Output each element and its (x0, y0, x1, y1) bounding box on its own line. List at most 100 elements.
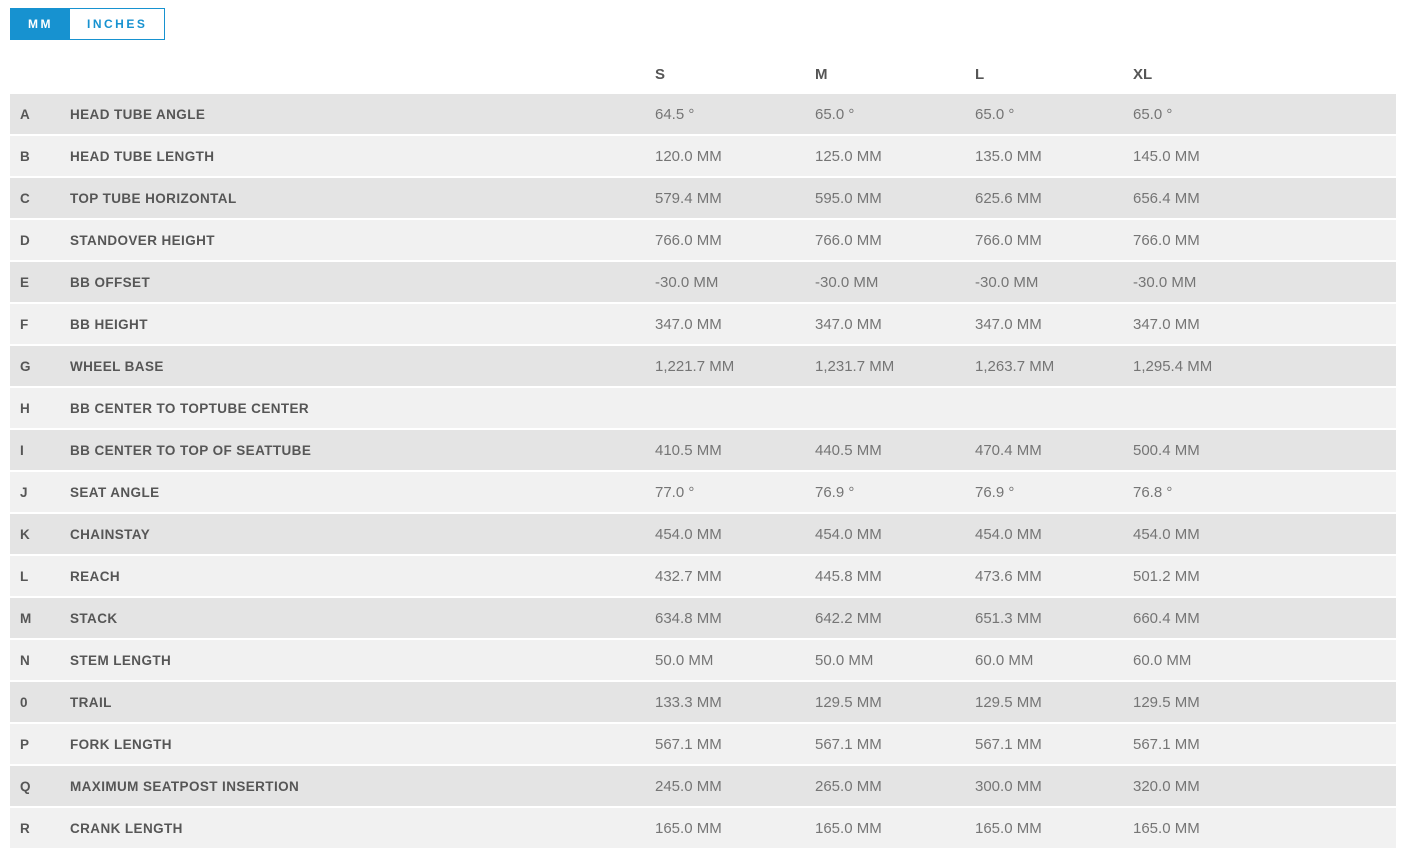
row-value-xl: 567.1 MM (1133, 735, 1200, 753)
unit-toggle: MM INCHES (10, 8, 166, 40)
row-label: CRANK LENGTH (70, 820, 183, 836)
row-value-s: 133.3 MM (655, 693, 722, 711)
row-value-xl: 660.4 MM (1133, 609, 1200, 627)
table-row: Q MAXIMUM SEATPOST INSERTION 245.0 MM 26… (10, 766, 1396, 808)
row-label: BB HEIGHT (70, 316, 148, 332)
row-value-xl: 165.0 MM (1133, 819, 1200, 837)
row-value-xl: 1,295.4 MM (1133, 357, 1213, 375)
row-label: FORK LENGTH (70, 736, 172, 752)
row-value-l: 165.0 MM (975, 819, 1042, 837)
table-row: 0 TRAIL 133.3 MM 129.5 MM 129.5 MM 129.5… (10, 682, 1396, 724)
row-value-l: 135.0 MM (975, 147, 1042, 165)
row-value-m: 766.0 MM (815, 231, 882, 249)
row-letter: K (20, 526, 30, 542)
row-value-xl: 656.4 MM (1133, 189, 1200, 207)
row-value-m: 445.8 MM (815, 567, 882, 585)
row-label: SEAT ANGLE (70, 484, 160, 500)
row-letter: A (20, 106, 30, 122)
column-header-m: M (815, 66, 828, 83)
row-value-xl: 766.0 MM (1133, 231, 1200, 249)
row-value-xl: 454.0 MM (1133, 525, 1200, 543)
row-label: BB CENTER TO TOPTUBE CENTER (70, 400, 310, 416)
row-letter: J (20, 484, 28, 500)
row-value-s: 567.1 MM (655, 735, 722, 753)
row-value-xl: 500.4 MM (1133, 441, 1200, 459)
row-label: TRAIL (70, 694, 112, 710)
row-value-xl: 65.0 ° (1133, 105, 1173, 123)
row-letter: M (20, 610, 32, 626)
row-value-l: 766.0 MM (975, 231, 1042, 249)
row-value-s: 245.0 MM (655, 777, 722, 795)
table-row: F BB HEIGHT 347.0 MM 347.0 MM 347.0 MM 3… (10, 304, 1396, 346)
row-letter: F (20, 316, 29, 332)
row-value-l: 454.0 MM (975, 525, 1042, 543)
row-label: TOP TUBE HORIZONTAL (70, 190, 237, 206)
row-value-m: 129.5 MM (815, 693, 882, 711)
row-value-l: 76.9 ° (975, 483, 1015, 501)
row-value-s: 120.0 MM (655, 147, 722, 165)
mm-toggle-button[interactable]: MM (11, 9, 70, 39)
row-value-l: -30.0 MM (975, 273, 1039, 291)
row-value-l: 470.4 MM (975, 441, 1042, 459)
row-value-m: 440.5 MM (815, 441, 882, 459)
table-row: H BB CENTER TO TOPTUBE CENTER (10, 388, 1396, 430)
table-row: M STACK 634.8 MM 642.2 MM 651.3 MM 660.4… (10, 598, 1396, 640)
row-value-s: 454.0 MM (655, 525, 722, 543)
inches-toggle-button[interactable]: INCHES (70, 9, 165, 39)
table-row: R CRANK LENGTH 165.0 MM 165.0 MM 165.0 M… (10, 808, 1396, 850)
row-label: BB CENTER TO TOP OF SEATTUBE (70, 442, 312, 458)
table-row: L REACH 432.7 MM 445.8 MM 473.6 MM 501.2… (10, 556, 1396, 598)
row-value-m: 165.0 MM (815, 819, 882, 837)
row-value-s: 766.0 MM (655, 231, 722, 249)
row-label: MAXIMUM SEATPOST INSERTION (70, 778, 300, 794)
row-value-s: 579.4 MM (655, 189, 722, 207)
row-value-xl: 129.5 MM (1133, 693, 1200, 711)
row-value-m: 454.0 MM (815, 525, 882, 543)
table-row: D STANDOVER HEIGHT 766.0 MM 766.0 MM 766… (10, 220, 1396, 262)
table-row: I BB CENTER TO TOP OF SEATTUBE 410.5 MM … (10, 430, 1396, 472)
table-row: K CHAINSTAY 454.0 MM 454.0 MM 454.0 MM 4… (10, 514, 1396, 556)
row-value-l: 60.0 MM (975, 651, 1034, 669)
table-row: B HEAD TUBE LENGTH 120.0 MM 125.0 MM 135… (10, 136, 1396, 178)
table-row: G WHEEL BASE 1,221.7 MM 1,231.7 MM 1,263… (10, 346, 1396, 388)
row-value-xl: 320.0 MM (1133, 777, 1200, 795)
row-label: BB OFFSET (70, 274, 151, 290)
row-value-l: 473.6 MM (975, 567, 1042, 585)
row-value-m: 642.2 MM (815, 609, 882, 627)
row-value-m: -30.0 MM (815, 273, 879, 291)
geometry-table: S M L XL A HEAD TUBE ANGLE 64.5 ° 65.0 °… (10, 55, 1396, 850)
row-value-m: 125.0 MM (815, 147, 882, 165)
row-letter: I (20, 442, 24, 458)
row-value-l: 300.0 MM (975, 777, 1042, 795)
column-header-xl: XL (1133, 66, 1153, 83)
row-value-xl: 76.8 ° (1133, 483, 1173, 501)
row-value-l: 347.0 MM (975, 315, 1042, 333)
row-letter: E (20, 274, 30, 290)
row-letter: G (20, 358, 31, 374)
row-value-m: 50.0 MM (815, 651, 874, 669)
table-body: A HEAD TUBE ANGLE 64.5 ° 65.0 ° 65.0 ° 6… (10, 94, 1396, 850)
table-row: E BB OFFSET -30.0 MM -30.0 MM -30.0 MM -… (10, 262, 1396, 304)
row-value-m: 1,231.7 MM (815, 357, 895, 375)
row-value-xl: -30.0 MM (1133, 273, 1197, 291)
row-value-s: 165.0 MM (655, 819, 722, 837)
row-value-m: 567.1 MM (815, 735, 882, 753)
row-value-s: 50.0 MM (655, 651, 714, 669)
row-value-l: 65.0 ° (975, 105, 1015, 123)
row-letter: C (20, 190, 30, 206)
row-value-l: 651.3 MM (975, 609, 1042, 627)
row-value-s: 1,221.7 MM (655, 357, 735, 375)
row-label: HEAD TUBE ANGLE (70, 106, 206, 122)
table-row: C TOP TUBE HORIZONTAL 579.4 MM 595.0 MM … (10, 178, 1396, 220)
row-value-l: 567.1 MM (975, 735, 1042, 753)
row-value-m: 595.0 MM (815, 189, 882, 207)
column-header-l: L (975, 66, 985, 83)
row-label: WHEEL BASE (70, 358, 164, 374)
row-value-s: -30.0 MM (655, 273, 719, 291)
row-value-xl: 145.0 MM (1133, 147, 1200, 165)
column-header-s: S (655, 66, 666, 83)
row-value-s: 634.8 MM (655, 609, 722, 627)
table-row: J SEAT ANGLE 77.0 ° 76.9 ° 76.9 ° 76.8 ° (10, 472, 1396, 514)
row-value-m: 76.9 ° (815, 483, 855, 501)
row-label: REACH (70, 568, 121, 584)
